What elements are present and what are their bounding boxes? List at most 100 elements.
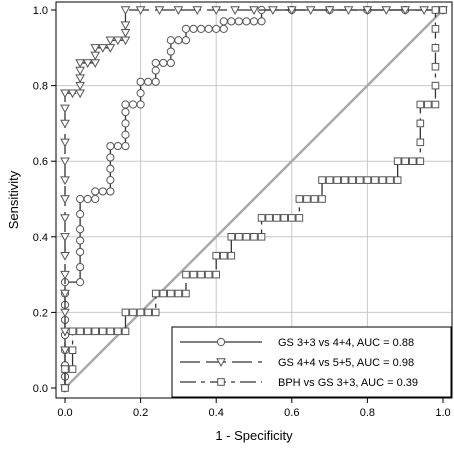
data-point-triangle	[381, 6, 392, 16]
legend-label: GS 4+4 vs 5+5, AUC = 0.98	[278, 357, 414, 369]
data-point-square	[235, 233, 243, 241]
data-point-triangle	[105, 36, 116, 46]
data-point-square	[68, 365, 77, 373]
data-point-square	[68, 327, 77, 336]
data-point-circle	[181, 24, 191, 33]
data-point-square	[280, 214, 289, 222]
data-point-square	[227, 233, 236, 241]
data-point-circle	[91, 187, 100, 196]
data-point-square	[159, 289, 168, 298]
data-point-square	[416, 100, 425, 109]
data-point-square	[197, 270, 205, 279]
data-point-square	[217, 378, 225, 386]
y-tick-label: 0.8	[33, 81, 48, 93]
data-point-circle	[181, 36, 191, 45]
data-point-triangle	[90, 44, 101, 53]
data-point-triangle	[60, 214, 70, 223]
data-point-square	[265, 214, 273, 222]
data-point-circle	[128, 100, 138, 109]
data-point-square	[356, 176, 364, 184]
x-axis-title: 1 - Specificity	[215, 428, 293, 443]
data-point-triangle	[60, 176, 70, 186]
data-point-square	[416, 138, 425, 147]
data-point-square	[151, 289, 160, 298]
data-point-square	[424, 100, 432, 109]
data-point-triangle	[419, 6, 429, 16]
data-point-square	[378, 176, 387, 184]
data-point-square	[257, 214, 266, 222]
legend-entry: GS 4+4 vs 5+5, AUC = 0.98	[180, 357, 414, 369]
data-point-circle	[98, 187, 107, 196]
data-point-triangle	[154, 6, 165, 16]
data-point-triangle	[60, 89, 70, 99]
data-point-square	[318, 195, 326, 203]
series-1	[60, 5, 448, 393]
x-tick-label: 1.0	[435, 407, 450, 419]
data-point-square	[363, 176, 372, 184]
x-tick-label: 0.8	[360, 407, 375, 419]
data-point-square	[348, 176, 357, 184]
data-point-circle	[121, 100, 130, 109]
data-point-triangle	[60, 327, 70, 337]
data-point-square	[431, 62, 440, 71]
data-point-triangle	[400, 6, 411, 16]
data-point-square	[303, 195, 311, 203]
data-point-square	[61, 365, 69, 373]
data-point-circle	[136, 89, 145, 98]
data-point-square	[295, 214, 304, 222]
legend-label: BPH vs GS 3+3, AUC = 0.39	[278, 377, 418, 389]
data-point-square	[212, 251, 220, 260]
data-point-square	[393, 176, 402, 184]
data-point-circle	[234, 17, 243, 26]
data-point-triangle	[60, 233, 70, 242]
data-point-square	[439, 6, 447, 14]
data-point-square	[295, 195, 304, 203]
data-point-circle	[144, 77, 153, 86]
data-point-square	[68, 346, 77, 354]
y-tick-label: 0.6	[33, 156, 48, 168]
data-point-triangle	[60, 270, 70, 280]
legend-entry: BPH vs GS 3+3, AUC = 0.39	[180, 377, 418, 389]
legend-entry: GS 3+3 vs 4+4, AUC = 0.88	[180, 337, 414, 349]
data-point-square	[386, 176, 394, 184]
data-point-square	[242, 233, 251, 241]
data-point-square	[144, 308, 152, 317]
data-point-circle	[257, 17, 266, 26]
data-point-square	[227, 251, 236, 260]
data-point-circle	[166, 58, 175, 68]
data-point-circle	[159, 58, 168, 68]
data-point-triangle	[60, 119, 70, 129]
data-point-square	[99, 327, 107, 336]
data-point-square	[151, 308, 160, 317]
data-point-square	[114, 327, 122, 336]
data-point-square	[431, 44, 440, 52]
data-point-square	[325, 176, 334, 184]
series-3	[61, 6, 447, 392]
series-2	[60, 6, 448, 394]
data-point-square	[212, 270, 220, 279]
data-point-triangle	[192, 6, 203, 16]
data-point-triangle	[135, 6, 146, 16]
data-point-square	[174, 289, 183, 298]
data-point-triangle	[60, 138, 70, 148]
data-point-square	[91, 327, 100, 336]
data-point-square	[106, 327, 115, 336]
data-point-circle	[249, 17, 259, 26]
data-point-triangle	[60, 346, 70, 356]
data-point-circle	[121, 107, 130, 117]
data-point-circle	[136, 100, 145, 109]
data-point-circle	[219, 17, 228, 26]
data-point-triangle	[60, 308, 70, 318]
data-point-circle	[166, 47, 175, 56]
data-point-circle	[121, 130, 130, 139]
data-point-square	[121, 327, 130, 336]
data-point-circle	[196, 24, 206, 33]
data-point-triangle	[67, 89, 78, 99]
data-point-triangle	[97, 44, 108, 53]
data-point-square	[431, 6, 440, 14]
data-point-circle	[151, 66, 160, 75]
data-point-circle	[151, 77, 160, 86]
data-point-triangle	[230, 6, 240, 16]
data-point-circle	[91, 194, 100, 204]
data-point-triangle	[60, 104, 70, 114]
